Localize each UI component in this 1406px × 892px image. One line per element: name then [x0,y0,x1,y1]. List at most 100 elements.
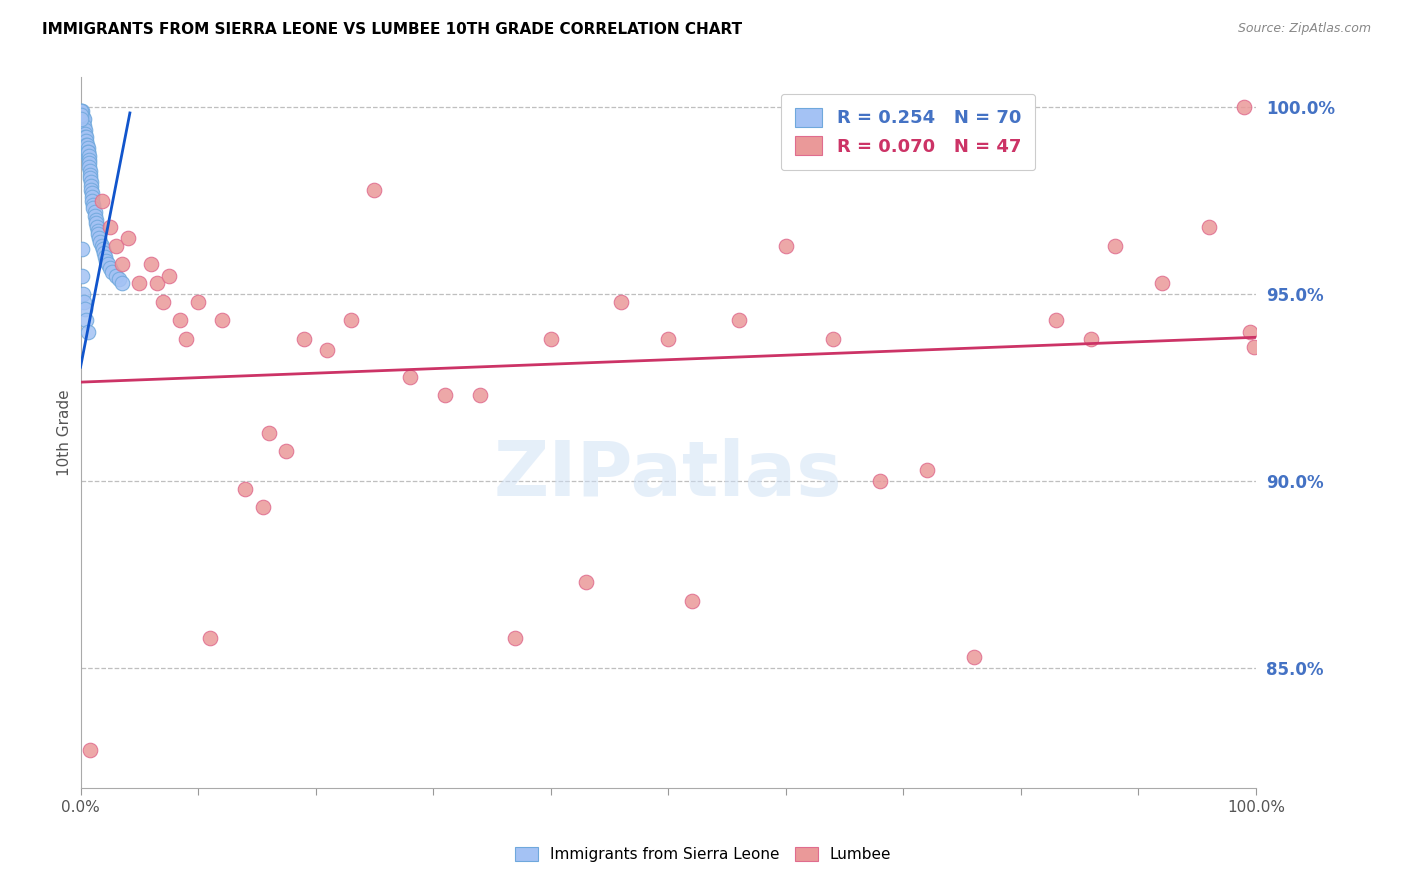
Point [84,212,107,227]
Point [80,178,103,193]
Point [681,594,703,608]
Point [657,332,679,346]
Point [139,257,162,271]
Point [72,268,94,283]
Point [82,194,104,208]
Point [89,235,111,249]
Point [70,104,93,119]
Point [70,104,93,119]
Point [96,253,118,268]
Point [72,115,94,129]
Point [276,444,298,458]
Point [70,112,93,126]
Point [72,115,94,129]
Point [72,112,94,126]
Point [82,197,104,211]
Point [233,482,256,496]
Point [83,209,105,223]
Y-axis label: 10th Grade: 10th Grade [58,389,72,476]
Point [80,175,103,189]
Point [70,108,93,122]
Point [915,463,938,477]
Point [82,186,104,201]
Point [91,243,114,257]
Point [70,112,93,126]
Point [93,246,115,260]
Text: Source: ZipAtlas.com: Source: ZipAtlas.com [1237,22,1371,36]
Point [76,325,98,339]
Point [198,631,221,645]
Point [82,190,104,204]
Point [610,294,633,309]
Point [470,388,492,402]
Point [73,127,96,141]
Point [104,268,127,283]
Point [77,153,100,167]
Point [84,216,107,230]
Point [211,313,233,327]
Point [176,332,198,346]
Point [1150,276,1173,290]
Point [292,332,315,346]
Point [117,231,139,245]
Point [128,276,150,290]
Point [252,500,274,515]
Point [98,261,121,276]
Legend: R = 0.254   N = 70, R = 0.070   N = 47: R = 0.254 N = 70, R = 0.070 N = 47 [780,94,1035,170]
Point [963,649,986,664]
Point [79,743,101,757]
Point [111,257,134,271]
Point [73,119,96,133]
Point [75,313,97,327]
Point [79,168,101,182]
Point [73,112,96,126]
Point [1080,332,1102,346]
Point [75,302,97,317]
Text: IMMIGRANTS FROM SIERRA LEONE VS LUMBEE 10TH GRADE CORRELATION CHART: IMMIGRANTS FROM SIERRA LEONE VS LUMBEE 1… [42,22,742,37]
Point [257,425,280,440]
Point [1239,325,1261,339]
Point [821,332,844,346]
Point [72,108,94,122]
Point [869,474,891,488]
Point [1243,340,1265,354]
Legend: Immigrants from Sierra Leone, Lumbee: Immigrants from Sierra Leone, Lumbee [509,841,897,868]
Point [82,202,104,216]
Point [77,156,100,170]
Point [727,313,749,327]
Point [98,219,121,234]
Point [505,631,527,645]
Point [575,575,598,590]
Point [76,137,98,152]
Point [76,145,98,160]
Point [1198,219,1220,234]
Point [80,183,103,197]
Point [77,149,100,163]
Point [73,294,96,309]
Point [1104,238,1126,252]
Point [540,332,562,346]
Point [76,141,98,155]
Point [157,268,180,283]
Point [90,194,112,208]
Point [363,183,385,197]
Point [94,250,117,264]
Point [101,265,124,279]
Point [398,369,420,384]
Text: ZIPatlas: ZIPatlas [494,438,842,512]
Point [1045,313,1067,327]
Point [70,104,93,119]
Point [433,388,456,402]
Point [87,224,110,238]
Point [79,171,101,186]
Point [316,343,339,358]
Point [146,276,169,290]
Point [169,313,191,327]
Point [75,130,97,145]
Point [70,243,93,257]
Point [87,227,110,242]
Point [73,122,96,136]
Point [75,137,97,152]
Point [75,141,97,155]
Point [79,160,101,174]
